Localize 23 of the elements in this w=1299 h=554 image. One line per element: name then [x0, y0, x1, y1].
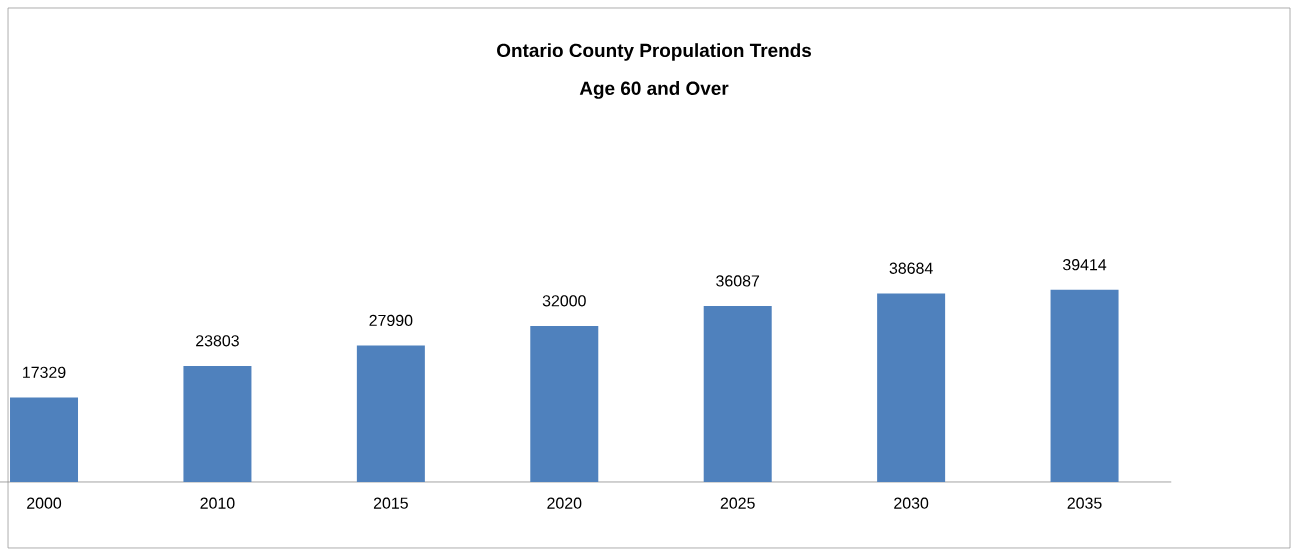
- data-label: 17329: [23, 366, 66, 378]
- x-tick-label: 2025: [720, 497, 755, 509]
- x-tick-label: 2015: [373, 497, 408, 509]
- data-label: 39414: [1063, 259, 1107, 271]
- bar: [877, 293, 946, 482]
- bar: [703, 306, 772, 482]
- x-tick-label: 2020: [547, 497, 582, 509]
- bar: [10, 397, 79, 482]
- chart-title: Ontario County Propulation Trends: [497, 43, 812, 61]
- bar: [1050, 289, 1119, 482]
- bar: [356, 345, 425, 482]
- x-tick-label: 2035: [1067, 497, 1102, 509]
- data-label: 32000: [542, 295, 586, 307]
- x-tick-label: 2010: [200, 497, 235, 509]
- data-label: 23803: [196, 335, 239, 347]
- bar: [183, 365, 252, 482]
- data-label: 38684: [889, 262, 933, 274]
- x-tick-label: 2000: [27, 497, 62, 509]
- x-tick-label: 2030: [894, 497, 929, 509]
- bar: [530, 326, 599, 482]
- chart-subtitle: Age 60 and Over: [579, 81, 729, 99]
- data-label: 27990: [369, 314, 413, 327]
- data-label: 36087: [716, 275, 760, 287]
